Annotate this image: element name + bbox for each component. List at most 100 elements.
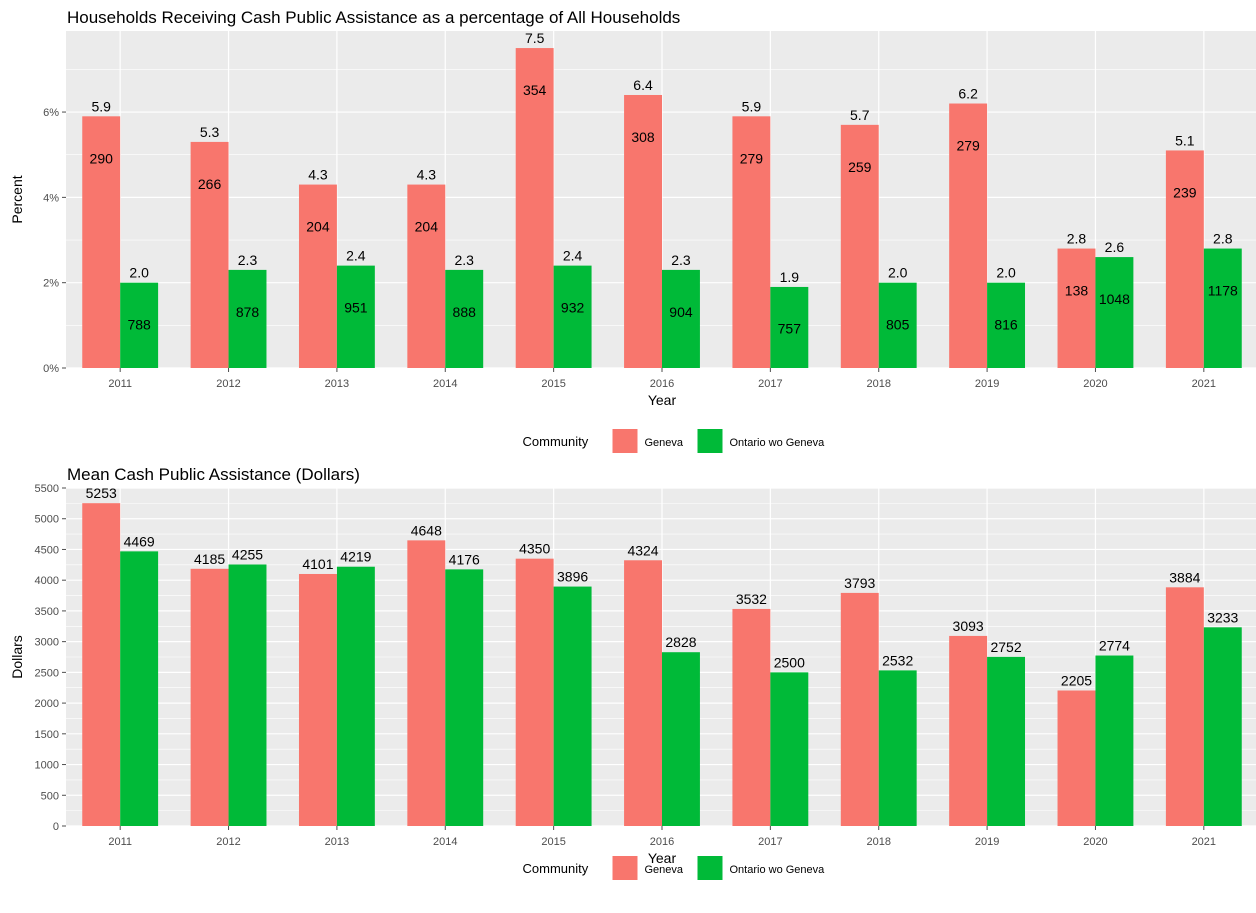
legend: Community Geneva Ontario wo Geneva — [523, 856, 825, 880]
bar-value-label: 2.0 — [888, 265, 908, 281]
bar-value-label: 5253 — [86, 485, 117, 501]
bar-ontario-wo-geneva — [770, 672, 809, 826]
y-tick-label: 0% — [43, 363, 59, 375]
bar-count-label: 354 — [523, 82, 547, 98]
bar-geneva — [190, 141, 229, 368]
bar-value-label: 5.1 — [1175, 132, 1195, 148]
bar-ontario-wo-geneva — [553, 265, 592, 368]
x-tick-label: 2013 — [325, 378, 349, 390]
bar-value-label: 1.9 — [780, 269, 800, 285]
bar-ontario-wo-geneva — [445, 269, 484, 368]
bar-value-label: 2.0 — [996, 265, 1016, 281]
bar-count-label: 239 — [1173, 184, 1197, 200]
bar-count-label: 138 — [1065, 283, 1089, 299]
bar-value-label: 3896 — [557, 569, 588, 585]
bar-count-label: 904 — [669, 304, 693, 320]
bar-ontario-wo-geneva — [120, 551, 159, 826]
bar-ontario-wo-geneva — [878, 282, 917, 368]
bar-count-label: 1178 — [1208, 283, 1238, 299]
bar-value-label: 3793 — [844, 575, 875, 591]
x-tick-label: 2018 — [866, 378, 890, 390]
bar-ontario-wo-geneva — [228, 269, 267, 368]
bar-geneva — [1165, 150, 1204, 368]
y-tick-label: 2000 — [35, 698, 59, 710]
bar-geneva — [840, 592, 879, 826]
bar-geneva — [190, 568, 229, 826]
bar-geneva — [82, 116, 121, 368]
y-tick-label: 2500 — [35, 667, 59, 679]
x-tick-label: 2020 — [1083, 378, 1107, 390]
bar-ontario-wo-geneva — [770, 286, 809, 368]
bar-count-label: 878 — [236, 304, 260, 320]
bar-value-label: 2752 — [990, 639, 1021, 655]
y-tick-label: 2% — [43, 278, 59, 290]
y-tick-label: 6% — [43, 107, 59, 119]
bar-value-label: 4648 — [411, 522, 442, 538]
x-tick-label: 2012 — [216, 836, 240, 848]
x-tick-label: 2017 — [758, 378, 782, 390]
x-tick-label: 2015 — [541, 378, 565, 390]
bar-geneva — [407, 540, 446, 826]
x-tick-label: 2011 — [108, 378, 132, 390]
bar-ontario-wo-geneva — [662, 652, 700, 826]
legend-title: Community — [523, 861, 589, 876]
y-tick-label: 0 — [53, 821, 59, 833]
x-tick-label: 2016 — [650, 836, 674, 848]
bar-count-label: 204 — [415, 219, 439, 235]
bar-geneva — [298, 573, 337, 826]
x-tick-label: 2021 — [1192, 378, 1216, 390]
bar-geneva — [407, 184, 446, 368]
bar-ontario-wo-geneva — [336, 265, 375, 368]
bar-ontario-wo-geneva — [120, 282, 159, 368]
bar-geneva — [732, 116, 771, 368]
chart-panel-2: 0 500 1000 1500 2000 2500 3000 3500 4000 4500 5000… — [9, 465, 1256, 880]
bar-geneva — [82, 503, 121, 826]
chart-title: Mean Cash Public Assistance (Dollars) — [67, 465, 360, 484]
bar-value-label: 6.2 — [958, 86, 978, 102]
x-tick-label: 2020 — [1083, 836, 1107, 848]
x-tick-label: 2019 — [975, 836, 999, 848]
legend: Community Geneva Ontario wo Geneva — [523, 429, 825, 453]
bar-value-label: 2.4 — [346, 248, 366, 264]
x-tick-label: 2021 — [1192, 836, 1216, 848]
bar-value-label: 2500 — [774, 654, 805, 670]
chart-title: Households Receiving Cash Public Assista… — [67, 8, 680, 27]
bar-value-label: 2.3 — [671, 252, 691, 268]
x-axis-title: Year — [648, 850, 677, 866]
bar-value-label: 4219 — [340, 549, 371, 565]
bar-ontario-wo-geneva — [228, 564, 267, 826]
bar-ontario-wo-geneva — [445, 569, 484, 826]
bar-geneva — [732, 608, 771, 826]
y-tick-label: 1000 — [35, 760, 59, 772]
x-tick-label: 2014 — [433, 836, 457, 848]
bar-geneva — [515, 48, 554, 368]
bar-value-label: 7.5 — [525, 30, 545, 46]
bar-value-label: 4101 — [302, 556, 333, 572]
bar-geneva — [624, 560, 662, 826]
bar-ontario-wo-geneva — [1095, 257, 1134, 368]
bar-value-label: 5.3 — [200, 124, 220, 140]
bar-count-label: 266 — [198, 176, 222, 192]
bar-value-label: 4324 — [627, 542, 658, 558]
bar-value-label: 3233 — [1207, 609, 1238, 625]
bar-count-label: 757 — [778, 321, 802, 337]
x-tick-label: 2014 — [433, 378, 457, 390]
bar-value-label: 2.8 — [1213, 231, 1233, 247]
bar-ontario-wo-geneva — [878, 670, 917, 826]
bar-value-label: 2.3 — [455, 252, 475, 268]
bar-ontario-wo-geneva — [987, 282, 1026, 368]
bar-value-label: 2532 — [882, 652, 913, 668]
y-tick-label: 500 — [41, 790, 59, 802]
x-tick-label: 2013 — [325, 836, 349, 848]
bar-value-label: 3093 — [953, 618, 984, 634]
bar-value-label: 4176 — [449, 551, 480, 567]
bar-ontario-wo-geneva — [336, 566, 375, 826]
bar-count-label: 932 — [561, 300, 585, 316]
bar-value-label: 4.3 — [308, 167, 328, 183]
x-tick-label: 2018 — [866, 836, 890, 848]
bar-value-label: 2.4 — [563, 248, 583, 264]
bar-count-label: 259 — [848, 159, 872, 175]
bar-count-label: 816 — [994, 317, 1018, 333]
bar-value-label: 4255 — [232, 547, 263, 563]
bar-ontario-wo-geneva — [1203, 627, 1242, 826]
